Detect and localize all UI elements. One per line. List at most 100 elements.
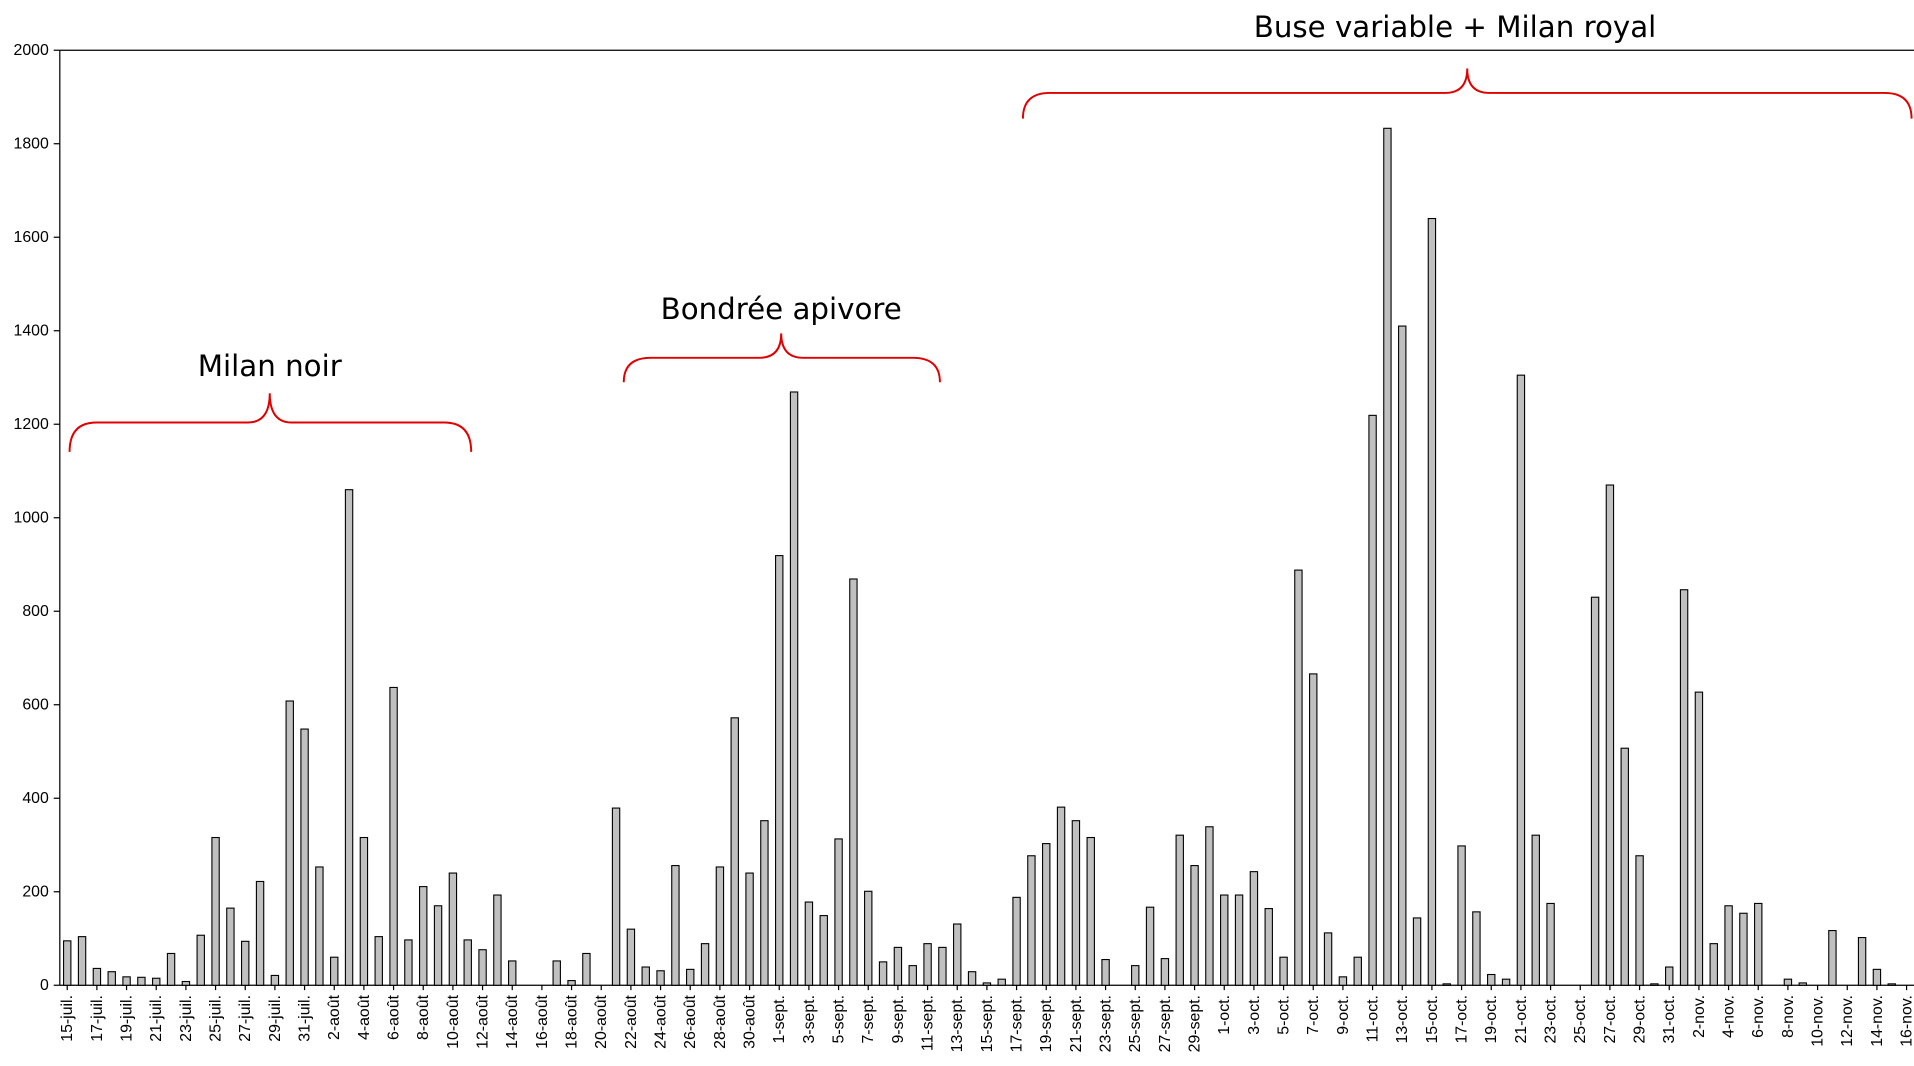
bar [1042, 843, 1051, 986]
bar [77, 936, 87, 986]
bar [344, 489, 354, 986]
bar [1383, 127, 1392, 986]
bar [967, 971, 977, 986]
bar [433, 905, 443, 986]
x-tick-label: 2-nov. [1691, 995, 1708, 1038]
x-tick-label: 7-oct. [1305, 995, 1322, 1035]
x-tick-label: 14-nov. [1869, 995, 1886, 1047]
x-tick-label: 16-nov. [1898, 995, 1914, 1047]
x-tick-label: 4-nov. [1720, 995, 1737, 1038]
bar [1101, 958, 1110, 986]
x-tick-label: 3-oct. [1246, 995, 1263, 1035]
bar [1754, 902, 1763, 986]
bar [1887, 983, 1896, 986]
x-tick-label: 27-oct. [1602, 995, 1619, 1043]
annotation: Bondrée apivore [661, 292, 902, 326]
bar [374, 936, 383, 986]
bar [982, 982, 992, 986]
x-tick-label: 15-juil. [59, 995, 76, 1042]
y-tick-label: 1400 [14, 323, 49, 340]
bar [730, 717, 739, 986]
x-tick-label: 25-juil. [207, 995, 224, 1042]
bar [1828, 930, 1837, 986]
bar [330, 956, 339, 986]
annotation-brace [622, 333, 941, 383]
bar [834, 838, 843, 986]
x-tick-label: 28-août [712, 994, 729, 1048]
bar [1679, 589, 1689, 986]
x-tick-label: 17-oct. [1453, 995, 1470, 1043]
x-tick-label: 1-sept. [771, 995, 788, 1043]
bar [92, 967, 102, 986]
bar [1131, 965, 1140, 986]
bar [1650, 983, 1659, 986]
bar [1665, 966, 1674, 986]
bar [908, 965, 917, 986]
bar [1353, 956, 1362, 986]
bar [864, 890, 873, 986]
bar [1605, 484, 1615, 986]
x-tick-label: 27-juil. [237, 995, 254, 1042]
x-tick-label: 29-oct. [1631, 995, 1648, 1043]
y-tick-label: 1600 [14, 229, 49, 246]
bar [1190, 865, 1199, 986]
bar [1472, 911, 1481, 986]
bar [1249, 871, 1259, 986]
bar [1546, 902, 1555, 986]
bar [997, 978, 1006, 986]
y-tick-label: 1800 [14, 136, 49, 153]
bar [478, 949, 487, 986]
bar [1412, 917, 1422, 986]
bar [1516, 374, 1526, 986]
bar [1027, 855, 1036, 986]
bar [1205, 826, 1214, 986]
bar [389, 686, 398, 986]
bar [1323, 932, 1333, 986]
bar [1279, 956, 1288, 986]
x-tick-label: 26-août [682, 994, 699, 1048]
bar [285, 700, 294, 986]
bar [359, 836, 369, 986]
bar [508, 960, 517, 986]
x-tick-label: 24-août [652, 994, 669, 1048]
bar [1501, 978, 1511, 986]
x-tick-label: 13-sept. [949, 995, 966, 1052]
y-tick-label: 0 [40, 977, 49, 994]
bar [1368, 414, 1377, 986]
x-tick-label: 11-oct. [1364, 995, 1381, 1042]
bar [671, 865, 680, 986]
bar [938, 946, 947, 986]
x-tick-label: 15-oct. [1424, 995, 1441, 1043]
bar [745, 872, 754, 986]
x-tick-label: 19-oct. [1483, 995, 1500, 1043]
bar [1234, 894, 1244, 986]
annotation-brace [1021, 68, 1913, 119]
x-tick-label: 6-août [385, 994, 402, 1040]
bar [1635, 855, 1644, 986]
bar [270, 974, 280, 986]
bar [315, 866, 324, 986]
bar [1487, 973, 1496, 986]
bar [1264, 908, 1273, 986]
bar [122, 976, 131, 986]
bar [1086, 836, 1095, 986]
annotation: Buse variable + Milan royal [1254, 10, 1657, 44]
x-tick-label: 1-oct. [1216, 995, 1233, 1035]
x-tick-label: 12-nov. [1839, 995, 1856, 1047]
x-tick-label: 9-oct. [1335, 995, 1352, 1035]
x-tick-label: 10-nov. [1809, 995, 1826, 1047]
bar [226, 907, 235, 986]
bar [804, 901, 814, 986]
bar [1442, 983, 1451, 986]
bar [1071, 820, 1081, 986]
bar [1694, 691, 1704, 986]
x-tick-label: 7-sept. [860, 995, 877, 1043]
bar [300, 728, 309, 986]
x-tick-label: 19-sept. [1038, 995, 1055, 1052]
x-tick-label: 10-août [445, 994, 462, 1048]
bar [255, 880, 265, 986]
bar [166, 952, 176, 986]
y-tick-label: 600 [22, 697, 49, 714]
bar [1160, 958, 1170, 986]
y-tick-label: 2000 [14, 42, 49, 59]
